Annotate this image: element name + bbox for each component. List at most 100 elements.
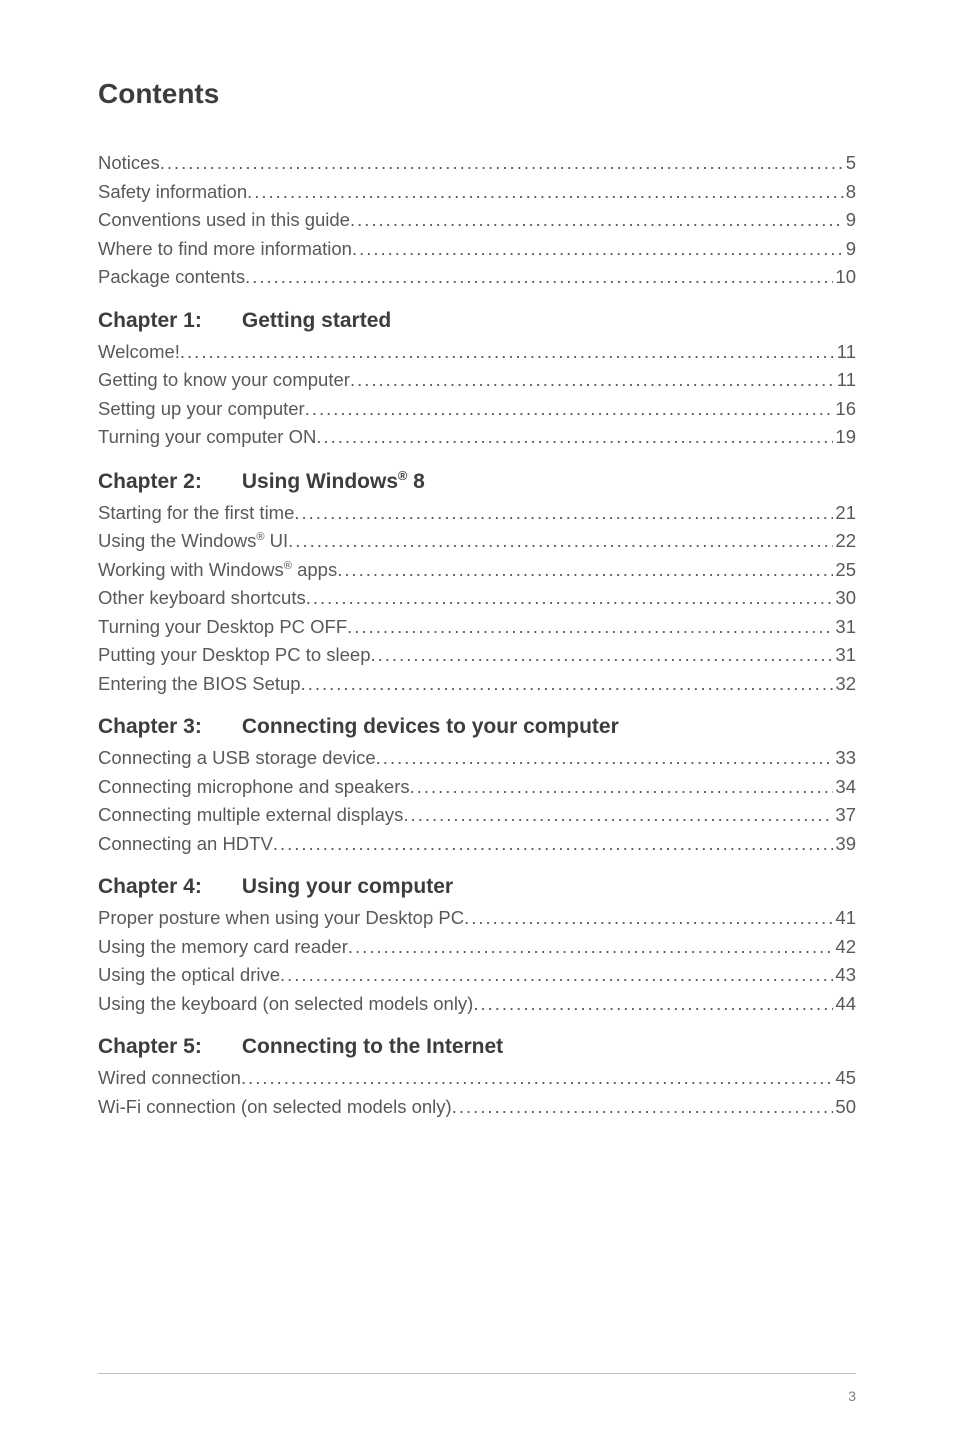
toc-entry-page: 25 [833, 561, 856, 580]
toc-entry-label: Working with Windows® apps [98, 561, 337, 580]
toc-entry-label: Wi-Fi connection (on selected models onl… [98, 1098, 452, 1117]
toc-entry[interactable]: Connecting an HDTV 39 [98, 835, 856, 854]
toc-entry-page: 50 [833, 1098, 856, 1117]
toc-entry-label: Turning your Desktop PC OFF [98, 618, 347, 637]
toc-entry-page: 43 [833, 966, 856, 985]
chapter-heading: Chapter 5: Connecting to the Internet [98, 1035, 856, 1059]
toc-entry[interactable]: Other keyboard shortcuts 30 [98, 589, 856, 608]
chapter-number: Chapter 3: [98, 715, 202, 738]
toc-entry-label: Turning your computer ON [98, 428, 316, 447]
toc-entry-page: 34 [833, 778, 856, 797]
toc-entry[interactable]: Connecting microphone and speakers 34 [98, 778, 856, 797]
toc-entry-page: 42 [833, 938, 856, 957]
toc-entry-page: 11 [835, 371, 856, 390]
toc-entry-page: 37 [833, 806, 856, 825]
toc-entry[interactable]: Notices 5 [98, 154, 856, 173]
toc-entry[interactable]: Using the memory card reader 42 [98, 938, 856, 957]
toc-dot-leader [348, 938, 834, 957]
chapter-heading: Chapter 3: Connecting devices to your com… [98, 715, 856, 739]
toc-entry[interactable]: Connecting multiple external displays 37 [98, 806, 856, 825]
toc-entry[interactable]: Getting to know your computer 11 [98, 371, 856, 390]
chapter-title: Using your computer [242, 875, 453, 898]
toc-entry-page: 21 [833, 504, 856, 523]
toc-entry[interactable]: Where to find more information 9 [98, 240, 856, 259]
toc-entry[interactable]: Conventions used in this guide 9 [98, 211, 856, 230]
toc-entry[interactable]: Wired connection 45 [98, 1069, 856, 1088]
toc-entry[interactable]: Working with Windows® apps 25 [98, 561, 856, 580]
toc-entry-page: 10 [833, 268, 856, 287]
toc-entry[interactable]: Using the keyboard (on selected models o… [98, 995, 856, 1014]
toc-dot-leader [403, 806, 833, 825]
toc-dot-leader [376, 749, 834, 768]
toc-entry-label: Connecting multiple external displays [98, 806, 403, 825]
toc-dot-leader [316, 428, 833, 447]
chapter-title: Getting started [242, 309, 391, 332]
toc-dot-leader [347, 618, 833, 637]
toc-entry-label: Getting to know your computer [98, 371, 350, 390]
toc-entry-page: 30 [833, 589, 856, 608]
toc-dot-leader [180, 343, 835, 362]
toc-dot-leader [160, 154, 844, 173]
toc-entry-label: Other keyboard shortcuts [98, 589, 306, 608]
toc-dot-leader [288, 532, 833, 551]
toc-entry-label: Welcome! [98, 343, 180, 362]
toc-entry-label: Using the keyboard (on selected models o… [98, 995, 473, 1014]
toc-dot-leader [294, 504, 833, 523]
chapter-number: Chapter 1: [98, 309, 202, 332]
chapter-heading: Chapter 1: Getting started [98, 309, 856, 333]
toc-entry-page: 9 [844, 240, 856, 259]
toc-entry[interactable]: Using the Windows® UI 22 [98, 532, 856, 551]
toc-entry-page: 39 [833, 835, 856, 854]
toc-entry[interactable]: Turning your computer ON 19 [98, 428, 856, 447]
toc-dot-leader [371, 646, 834, 665]
toc-entry[interactable]: Turning your Desktop PC OFF 31 [98, 618, 856, 637]
toc-entry[interactable]: Entering the BIOS Setup 32 [98, 675, 856, 694]
toc-entry-label: Conventions used in this guide [98, 211, 350, 230]
toc-entry[interactable]: Proper posture when using your Desktop P… [98, 909, 856, 928]
toc-entry-page: 31 [833, 646, 856, 665]
toc-entry[interactable]: Wi-Fi connection (on selected models onl… [98, 1098, 856, 1117]
toc-entry-label: Putting your Desktop PC to sleep [98, 646, 371, 665]
toc-entry[interactable]: Setting up your computer 16 [98, 400, 856, 419]
toc-entry[interactable]: Using the optical drive 43 [98, 966, 856, 985]
chapter-number: Chapter 5: [98, 1035, 202, 1058]
toc-dot-leader [350, 371, 835, 390]
toc-dot-leader [352, 240, 844, 259]
toc-entry-label: Connecting an HDTV [98, 835, 273, 854]
toc-entry[interactable]: Welcome! 11 [98, 343, 856, 362]
toc-entry-label: Setting up your computer [98, 400, 305, 419]
toc-entry[interactable]: Starting for the first time 21 [98, 504, 856, 523]
page-number: 3 [848, 1388, 856, 1404]
toc-entry-label: Proper posture when using your Desktop P… [98, 909, 464, 928]
chapter-title: Using Windows® 8 [242, 470, 425, 493]
toc-entry-page: 8 [844, 183, 856, 202]
chapter-title: Connecting devices to your computer [242, 715, 619, 738]
toc-entry[interactable]: Package contents 10 [98, 268, 856, 287]
toc-entry[interactable]: Putting your Desktop PC to sleep 31 [98, 646, 856, 665]
toc-entry-page: 5 [844, 154, 856, 173]
toc-entry-page: 19 [833, 428, 856, 447]
toc-container: Notices 5 Safety information 8 Conventions… [98, 154, 856, 1116]
chapter-heading: Chapter 2: Using Windows® 8 [98, 469, 856, 494]
toc-entry[interactable]: Safety information 8 [98, 183, 856, 202]
toc-entry-label: Using the optical drive [98, 966, 280, 985]
toc-entry-label: Connecting a USB storage device [98, 749, 376, 768]
toc-entry-label: Safety information [98, 183, 247, 202]
chapter-number: Chapter 2: [98, 470, 202, 493]
toc-entry-label: Package contents [98, 268, 245, 287]
toc-entry-page: 44 [833, 995, 856, 1014]
chapter-title: Connecting to the Internet [242, 1035, 503, 1058]
toc-dot-leader [410, 778, 834, 797]
toc-entry[interactable]: Connecting a USB storage device 33 [98, 749, 856, 768]
toc-dot-leader [306, 589, 834, 608]
toc-dot-leader [337, 561, 833, 580]
toc-dot-leader [247, 183, 844, 202]
toc-entry-page: 16 [833, 400, 856, 419]
toc-entry-page: 32 [833, 675, 856, 694]
page-title: Contents [98, 78, 856, 110]
toc-entry-label: Entering the BIOS Setup [98, 675, 301, 694]
toc-entry-label: Connecting microphone and speakers [98, 778, 410, 797]
toc-dot-leader [452, 1098, 834, 1117]
toc-dot-leader [245, 268, 833, 287]
toc-dot-leader [305, 400, 834, 419]
